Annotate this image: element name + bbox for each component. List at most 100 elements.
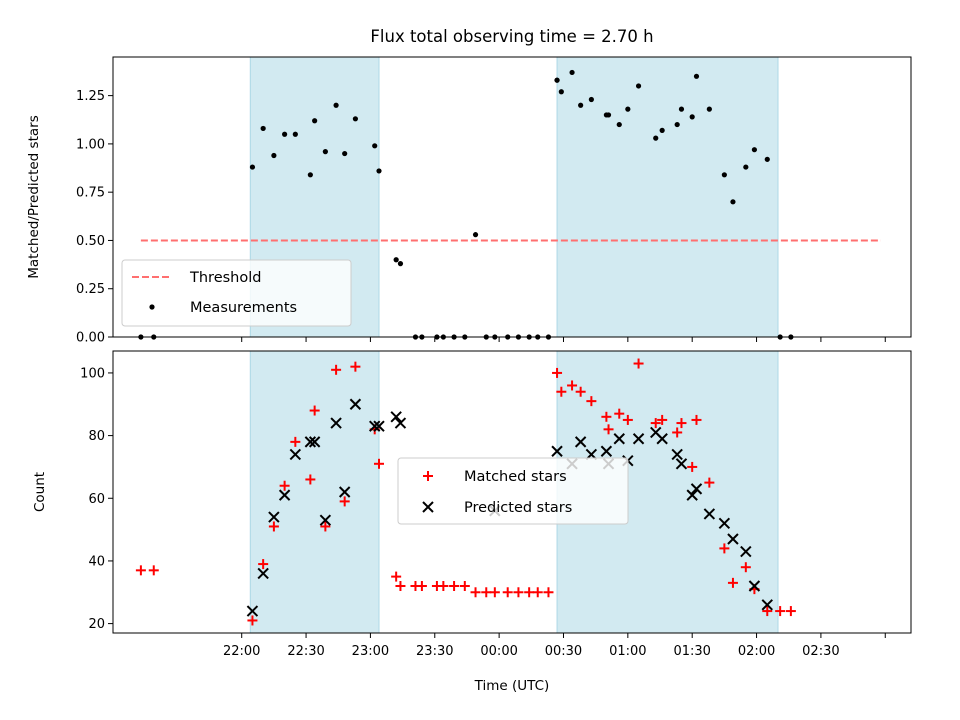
measurement-point [558, 89, 564, 95]
matched-star-point [586, 396, 597, 407]
matched-star-point [416, 581, 427, 591]
matched-star-point [740, 562, 751, 573]
bottom-y-tick-label: 40 [88, 554, 105, 569]
measurement-point [721, 172, 727, 178]
predicted-star-point [246, 605, 259, 617]
matched-star-point [543, 587, 554, 598]
legend-predicted-swatch [422, 501, 434, 513]
matched-star-point [279, 480, 290, 491]
matched-star-point [762, 606, 773, 617]
matched-star-point [614, 408, 625, 419]
matched-star-point [552, 367, 563, 378]
top-x-ticks [241, 337, 886, 342]
measurement-point [249, 164, 256, 170]
predicted-star-point [703, 508, 716, 520]
bottom-legend: Matched stars Predicted stars [397, 457, 629, 525]
matched-star-point [575, 386, 586, 397]
bottom-observing-bands [249, 350, 779, 634]
matched-star-point [603, 424, 614, 435]
predicted-star-point [394, 417, 407, 429]
matched-star-point [704, 477, 715, 488]
measurement-point [282, 131, 288, 137]
predicted-star-point [690, 483, 703, 495]
measurement-point [635, 83, 642, 89]
measurement-point [616, 121, 622, 128]
measurement-point [578, 102, 584, 108]
top-axes-frame [112, 56, 912, 338]
legend-measurements-label: Measurements [190, 300, 297, 316]
predicted-star-point [656, 433, 668, 445]
matched-star-point [268, 521, 279, 532]
matched-star-point [305, 474, 316, 485]
bottom-x-ticks: 22:00 22:30 23:00 23:30 00:00 00:30 01:00 01:30… [223, 633, 886, 659]
measurement-point [743, 164, 749, 170]
measurement-point [372, 143, 378, 149]
matched-star-point [449, 581, 460, 591]
matched-star-point [650, 418, 661, 429]
measurement-point [333, 102, 339, 108]
matched-star-point [438, 581, 449, 591]
measurement-point [376, 168, 382, 174]
matched-star-point [309, 405, 320, 416]
matched-star-point [691, 414, 702, 425]
measurement-point [674, 121, 680, 128]
top-y-tick-label: 0.25 [76, 282, 105, 297]
measurement-point [678, 106, 685, 112]
predicted-star-point [268, 511, 280, 523]
matched-star-point [374, 458, 384, 469]
top-observing-bands [249, 56, 779, 338]
measurement-point [397, 261, 404, 267]
matched-star-point [481, 587, 492, 598]
predicted-star-point [257, 567, 269, 580]
measurement-point [751, 147, 758, 153]
figure-title: Flux total observing time = 2.70 h [370, 27, 653, 46]
predicted-star-point [727, 533, 739, 545]
measurement-point [393, 257, 399, 263]
top-y-axis-label: Matched/Predicted stars [26, 115, 42, 278]
matched-star-point [687, 461, 698, 472]
matched-star-point [672, 427, 683, 438]
measurement-point [764, 156, 770, 162]
bottom-y-tick-label: 20 [88, 617, 105, 632]
predicted-star-point [369, 420, 381, 432]
x-tick-label: 00:30 [545, 644, 582, 659]
predicted-star-point [613, 433, 625, 445]
matched-star-point [719, 543, 730, 554]
measurement-point [352, 116, 359, 122]
matched-star-point [320, 521, 331, 532]
measurement-point [322, 149, 328, 155]
x-tick-label: 00:00 [480, 644, 517, 659]
matched-star-point [556, 386, 567, 397]
predicted-star-point [330, 417, 342, 429]
measurement-point [625, 106, 631, 112]
matched-star-point [524, 587, 535, 598]
matched-star-point [676, 418, 687, 429]
predicted-star-point [600, 445, 613, 457]
measurement-point [659, 127, 665, 133]
predicted-star-point [338, 486, 351, 498]
bottom-y-tick-label: 60 [88, 492, 105, 507]
measurement-point [472, 232, 479, 238]
bottom-y-axis-label: Count [32, 472, 48, 512]
measurement-point [693, 73, 700, 79]
predicted-star-point [390, 411, 402, 423]
legend-predicted-label: Predicted stars [464, 500, 572, 516]
legend-matched-swatch [423, 471, 433, 481]
predicted-star-point [551, 445, 563, 457]
matched-star-point [470, 587, 481, 598]
predicted-star-point [632, 433, 645, 445]
count-panel: 20 40 60 80 100 22:00 22:30 23:00 23:30 00:00 00:… [32, 350, 912, 694]
x-tick-label: 23:00 [352, 644, 389, 659]
matched-star-point [601, 411, 612, 422]
observing-band-1 [249, 350, 380, 634]
measurement-point [730, 199, 736, 205]
predicted-star-point [574, 436, 587, 448]
measurement-point [260, 125, 266, 132]
predicted-star-point [671, 448, 683, 461]
predicted-star-point [740, 545, 752, 558]
x-tick-label: 01:30 [673, 644, 710, 659]
matched-star-point [502, 587, 513, 598]
matched-star-point [391, 571, 402, 582]
matched-star-point [727, 577, 738, 588]
